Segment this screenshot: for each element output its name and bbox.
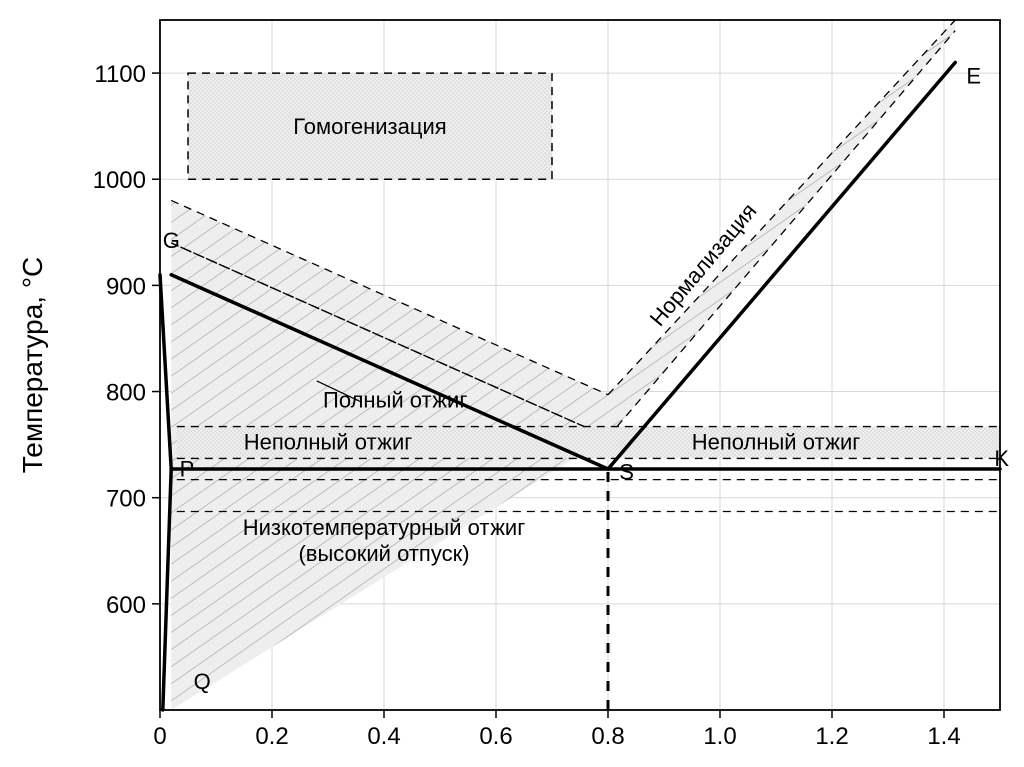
point-label-Q: Q <box>194 669 211 694</box>
x-tick-label: 1.2 <box>815 723 848 750</box>
point-label-E: E <box>966 64 981 89</box>
y-tick-label: 800 <box>106 380 146 407</box>
label-partial-anneal-right: Неполный отжиг <box>692 429 861 454</box>
y-tick-label: 700 <box>106 486 146 513</box>
y-tick-label: 1100 <box>94 61 146 88</box>
point-label-K: K <box>994 446 1009 471</box>
y-tick-label: 600 <box>106 592 146 619</box>
y-tick-label: 1000 <box>93 167 146 194</box>
x-tick-label: 0.8 <box>591 723 624 750</box>
point-label-P: P <box>180 456 195 481</box>
label-low-temp-1: Низкотемпературный отжиг <box>243 515 525 540</box>
x-tick-label: 1.4 <box>927 723 960 750</box>
point-label-G: G <box>163 228 180 253</box>
label-partial-anneal-left: Неполный отжиг <box>244 429 413 454</box>
x-tick-label: 1.0 <box>703 723 736 750</box>
y-axis-title: Температура, °C <box>17 257 48 474</box>
x-tick-label: 0 <box>153 723 166 750</box>
y-tick-label: 900 <box>106 273 146 300</box>
x-tick-label: 0.6 <box>479 723 512 750</box>
label-homogenization: Гомогенизация <box>293 114 446 139</box>
label-low-temp-2: (высокий отпуск) <box>298 541 469 566</box>
label-full-anneal: Полный отжиг <box>323 387 467 412</box>
x-tick-label: 0.2 <box>255 723 288 750</box>
x-tick-label: 0.4 <box>367 723 400 750</box>
point-label-S: S <box>619 460 634 485</box>
